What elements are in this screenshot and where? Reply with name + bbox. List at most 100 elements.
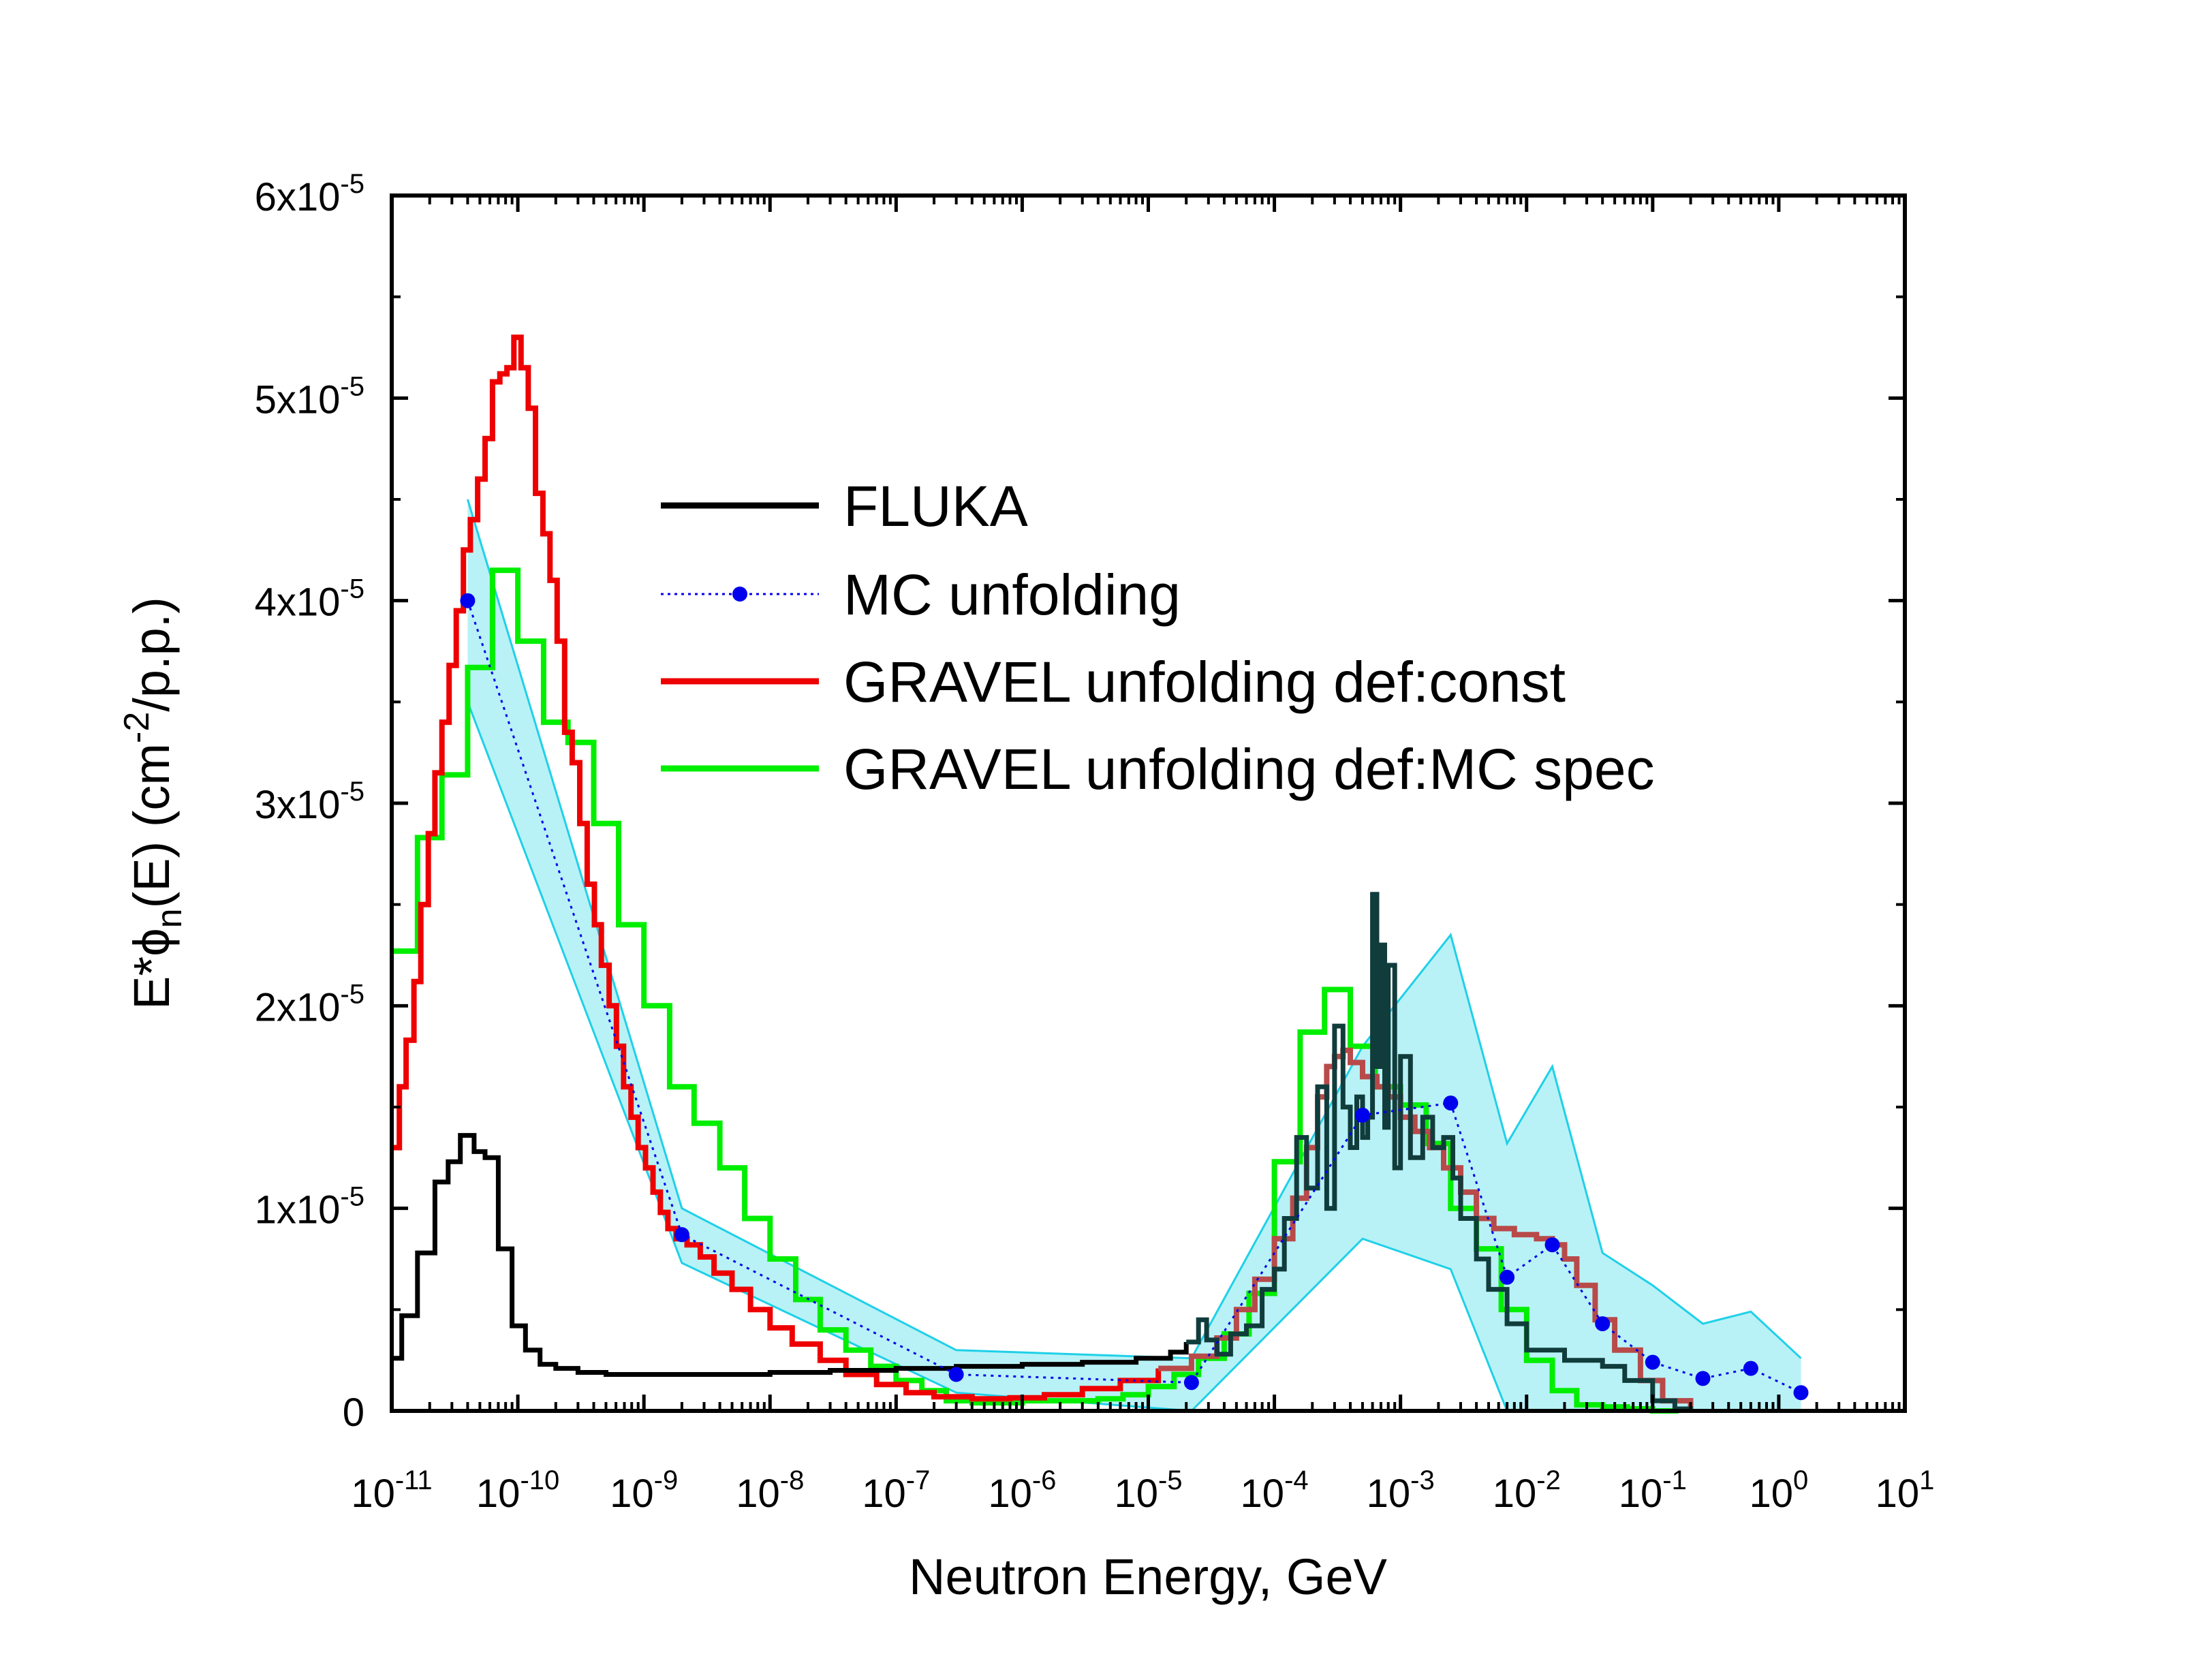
mc-unfolding-point [460,593,476,608]
legend-item-gravel-const: GRAVEL unfolding def:const [661,650,1566,714]
y-tick-label: 1x10-5 [255,1182,364,1232]
mc-uncertainty-band [467,499,1801,1411]
mc-unfolding-point [1695,1371,1711,1386]
x-tick-label-base: 10 [736,1472,780,1516]
mc-unfolding-point [1355,1107,1370,1123]
y-tick-label: 6x10-5 [255,169,364,219]
x-tick-label-exponent: -10 [520,1465,559,1495]
x-tick-label: 10-7 [862,1465,930,1516]
legend-item-fluka: FLUKA [661,474,1028,538]
y-axis-title-suffix: /p.p.) [123,597,180,712]
series-fluka-high-energy [1186,892,1693,1412]
y-tick-label-base: 3x10 [255,783,341,827]
legend-label-mc-unfolding: MC unfolding [843,563,1181,627]
legend-marker-mc-unfolding [732,587,747,602]
x-tick-label: 10-4 [1241,1465,1309,1516]
legend-label-fluka: FLUKA [843,474,1028,538]
x-tick-label-exponent: -6 [1032,1465,1057,1495]
x-tick-label-base: 10 [1493,1472,1537,1516]
y-tick-label-base: 0 [343,1390,364,1435]
y-tick-label-base: 1x10 [255,1188,341,1232]
y-axis-title-prefix: E* [123,956,180,1010]
x-tick-label-base: 10 [610,1472,654,1516]
x-tick-label-base: 10 [351,1472,395,1516]
y-axis-title-middle: (E) (cm [123,743,180,909]
legend-label-gravel-mc-spec: GRAVEL unfolding def:MC spec [843,737,1655,801]
y-tick-label-exponent: -5 [340,1182,364,1212]
x-tick-label-base: 10 [1367,1472,1411,1516]
x-tick-label: 10-2 [1493,1465,1561,1516]
x-tick-label-base: 10 [862,1472,906,1516]
series-layer [392,335,1809,1414]
x-tick-label-exponent: -4 [1284,1465,1309,1495]
y-tick-label: 0 [343,1390,364,1435]
x-tick-label-exponent: -3 [1410,1465,1435,1495]
x-tick-label-base: 10 [988,1472,1032,1516]
legend-item-gravel-mc-spec: GRAVEL unfolding def:MC spec [661,737,1655,801]
legend: FLUKA MC unfolding GRAVEL unfolding def:… [661,474,1655,801]
x-tick-label: 10-3 [1367,1465,1435,1516]
x-tick-label: 10-5 [1114,1465,1182,1516]
x-tick-label-exponent: -5 [1158,1465,1183,1495]
y-tick-label-base: 6x10 [255,175,341,219]
x-tick-label-exponent: 1 [1919,1465,1934,1495]
mc-unfolding-point [674,1227,689,1243]
y-tick-label-base: 5x10 [255,377,341,422]
y-tick-label-exponent: -5 [340,777,364,807]
series-fluka [392,1133,1189,1377]
y-axis-title-superscript: -2 [117,712,157,743]
y-tick-label: 2x10-5 [255,979,364,1029]
x-tick-label-exponent: -9 [654,1465,679,1495]
x-tick-label-base: 10 [1241,1472,1285,1516]
mc-unfolding-point [1595,1316,1611,1332]
y-tick-label-exponent: -5 [340,169,364,199]
y-tick-label-exponent: -5 [340,979,364,1009]
y-tick-label-base: 2x10 [255,985,341,1029]
y-tick-label-base: 4x10 [255,580,341,625]
x-tick-label-base: 10 [1619,1472,1663,1516]
y-tick-label: 3x10-5 [255,777,364,827]
tick-layer [390,193,1907,1413]
mc-unfolding-point [1183,1375,1199,1390]
y-axis-title-phi: ϕ [123,928,180,956]
x-tick-label: 10-1 [1619,1465,1687,1516]
x-axis-title: Neutron Energy, GeV [909,1549,1388,1605]
x-tick-label-exponent: -8 [780,1465,805,1495]
mc-unfolding-point [1645,1354,1660,1370]
x-tick-label: 100 [1750,1465,1809,1516]
mc-unfolding-point [1499,1269,1515,1285]
legend-label-gravel-const: GRAVEL unfolding def:const [843,650,1566,714]
y-axis-title: E*ϕn(E) (cm-2/p.p.) [117,597,189,1010]
x-tick-label-exponent: -2 [1536,1465,1561,1495]
mc-unfolding-point [1793,1385,1809,1401]
x-tick-label-base: 10 [1876,1472,1920,1516]
x-tick-label-exponent: -1 [1662,1465,1687,1495]
x-tick-label-base: 10 [1750,1472,1794,1516]
x-tick-label: 101 [1876,1465,1935,1516]
x-tick-labels: 10-11 10-10 10-9 10-8 10-7 10-6 10-5 10-4 10-3 10… [351,1465,1934,1516]
x-tick-label-exponent: 0 [1793,1465,1808,1495]
y-tick-label-exponent: -5 [340,574,364,604]
x-tick-label: 10-10 [476,1465,559,1516]
mc-unfolding-point [1443,1095,1459,1111]
x-tick-label-exponent: -11 [395,1465,433,1495]
x-tick-label: 10-6 [988,1465,1056,1516]
mc-unfolding-point [1544,1237,1560,1253]
mc-band-upper-edge [466,499,1802,1360]
mc-unfolding-point [948,1367,964,1382]
x-tick-label: 10-8 [736,1465,804,1516]
x-tick-label-exponent: -7 [906,1465,931,1495]
y-tick-label: 5x10-5 [255,371,364,422]
legend-item-mc-unfolding: MC unfolding [661,563,1181,627]
series-gravel-const [392,335,1162,1402]
y-tick-label-exponent: -5 [340,371,364,401]
x-tick-label: 10-9 [610,1465,678,1516]
x-tick-label-base: 10 [1114,1472,1158,1516]
x-tick-label: 10-11 [351,1465,432,1516]
mc-unfolding-point [1743,1360,1758,1376]
y-axis-title-subscript: n [150,908,189,928]
y-tick-label: 4x10-5 [255,574,364,625]
